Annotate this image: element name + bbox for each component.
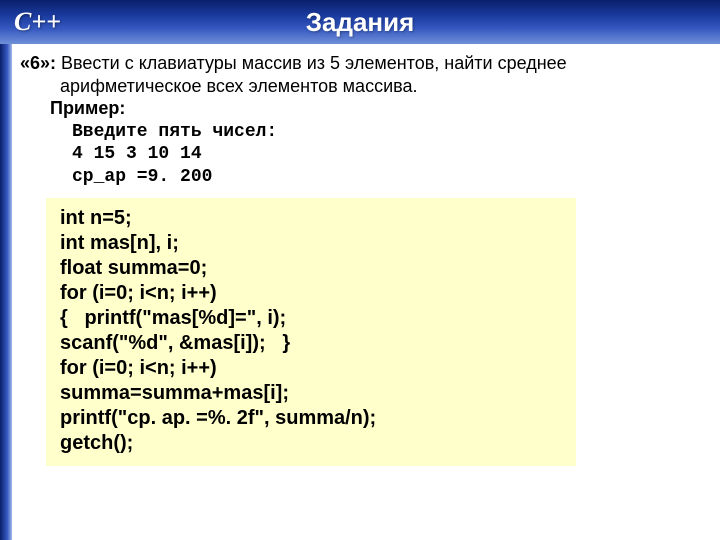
code-content: int n=5; int mas[n], i; float summa=0; f…: [60, 206, 562, 456]
language-label: C++: [14, 7, 61, 37]
left-sidebar-accent: [0, 44, 12, 540]
example-line: ср_ар =9. 200: [72, 166, 700, 189]
code-box: int n=5; int mas[n], i; float summa=0; f…: [46, 198, 576, 466]
task-line1: Ввести с клавиатуры массив из 5 элементо…: [61, 53, 567, 73]
example-block: Введите пять чисел: 4 15 3 10 14 ср_ар =…: [72, 121, 700, 189]
slide-header: C++ Задания: [0, 0, 720, 44]
task-description: «6»: Ввести с клавиатуры массив из 5 эле…: [20, 52, 700, 120]
slide-content: «6»: Ввести с клавиатуры массив из 5 эле…: [20, 52, 700, 466]
example-line: Введите пять чисел:: [72, 121, 700, 144]
example-label: Пример:: [50, 98, 125, 118]
example-line: 4 15 3 10 14: [72, 143, 700, 166]
slide-title: Задания: [306, 7, 415, 38]
task-label: «6»:: [20, 53, 61, 73]
task-line2: арифметическое всех элементов массива.: [20, 75, 700, 98]
